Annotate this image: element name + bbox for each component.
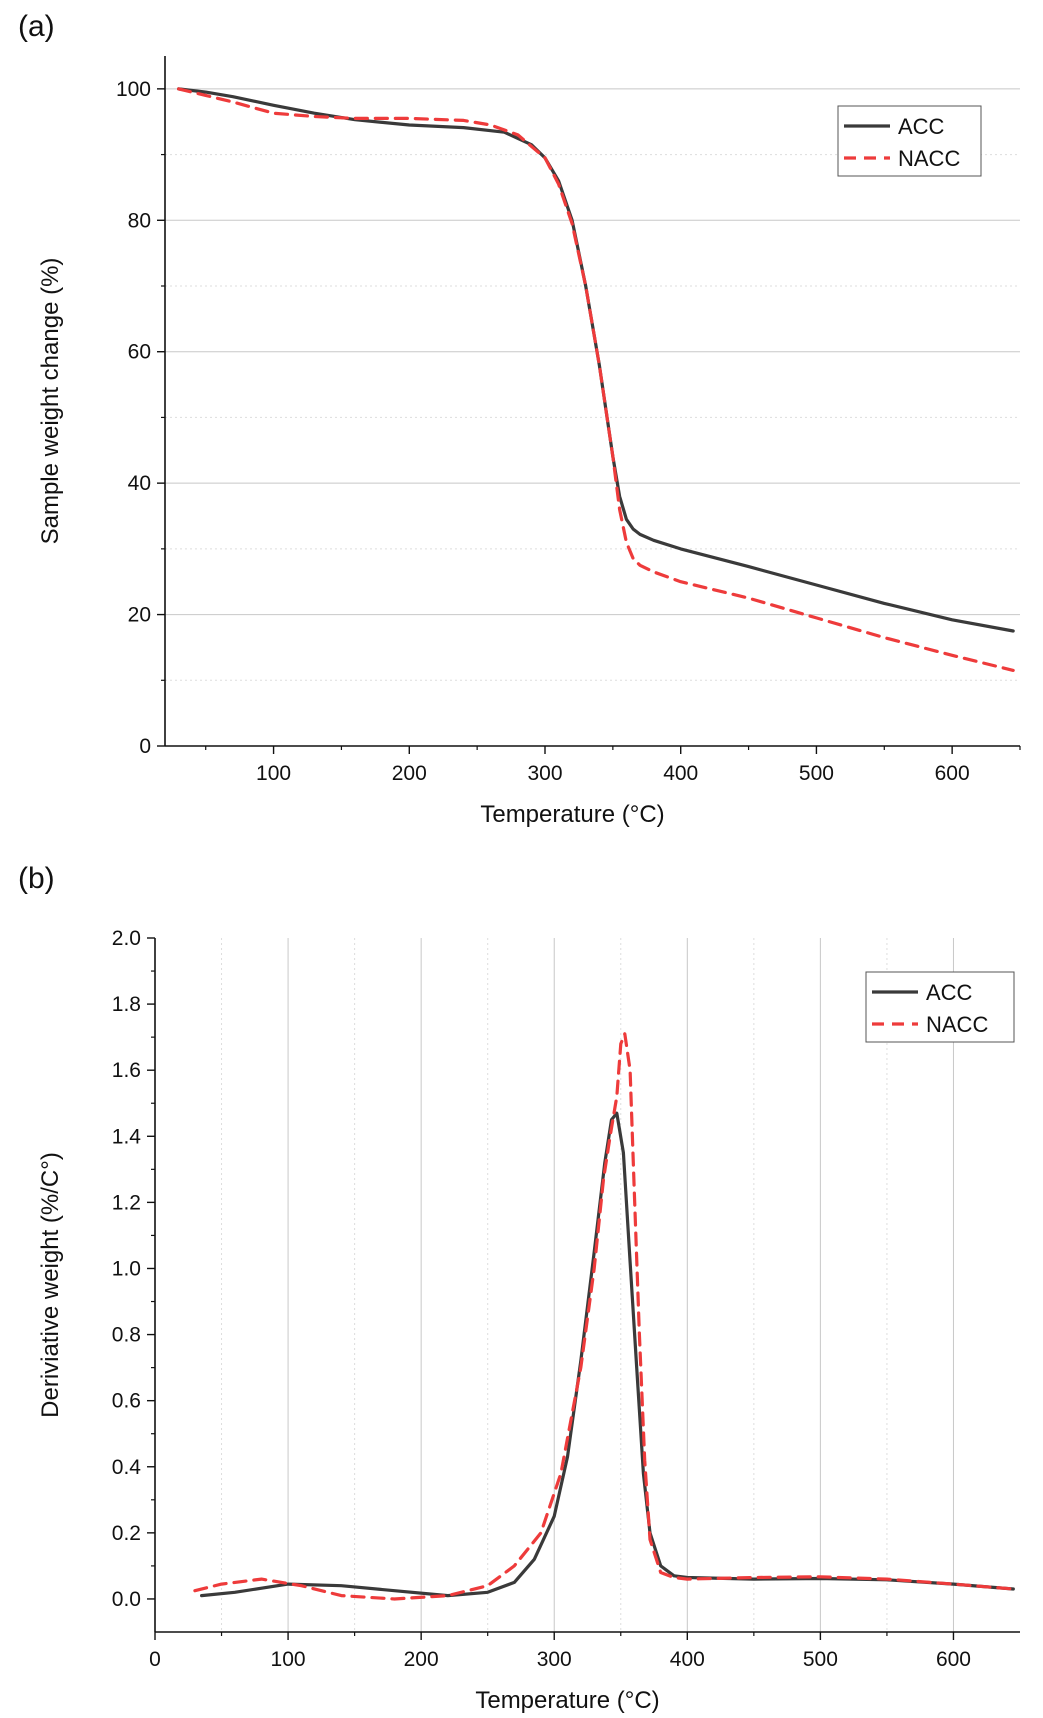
y-tick-label-b: 2.0 (112, 927, 141, 950)
legend-box-b (865, 971, 1015, 1043)
y-tick-label-b: 0.8 (112, 1324, 141, 1347)
y-tick-label-b: 1.0 (112, 1257, 141, 1280)
x-axis-title-b: Temperature (°C) (475, 1687, 659, 1714)
y-tick-label-b: 1.6 (112, 1059, 141, 1082)
y-tick-label-b: 1.2 (112, 1191, 141, 1214)
x-tick-label-b: 400 (670, 1648, 705, 1671)
legend-label-nacc-a: NACC (898, 146, 960, 171)
y-axis-title-a: Sample weight change (%) (37, 258, 64, 545)
y-tick-label-b: 0.4 (112, 1456, 142, 1479)
y-tick-label-b: 1.4 (112, 1125, 142, 1148)
series-line-acc-b (200, 1111, 1015, 1598)
x-tick-label-a: 600 (935, 762, 970, 785)
series-line-nacc-b (193, 1032, 1015, 1601)
legend-label-nacc-b: NACC (926, 1012, 988, 1037)
y-axis-title-b: Deriviative weight (%/C°) (37, 1152, 64, 1418)
y-tick-label-a: 40 (128, 472, 151, 495)
x-tick-label-a: 400 (663, 762, 698, 785)
x-tick-label-a: 500 (799, 762, 834, 785)
y-tick-label-b: 0.0 (112, 1588, 141, 1611)
x-tick-label-a: 100 (256, 762, 291, 785)
x-tick-label-b: 600 (936, 1648, 971, 1671)
y-tick-label-a: 100 (116, 78, 151, 101)
panel-label-b: (b) (18, 862, 55, 895)
legend-label-acc-b: ACC (926, 980, 973, 1005)
x-axis-title-a: Temperature (°C) (480, 801, 664, 828)
legend-label-acc-a: ACC (898, 114, 945, 139)
panel-label-a: (a) (18, 10, 55, 43)
x-tick-label-a: 300 (527, 762, 562, 785)
y-tick-label-a: 20 (128, 604, 151, 627)
x-tick-label-b: 100 (271, 1648, 306, 1671)
y-tick-label-b: 1.8 (112, 993, 141, 1016)
y-tick-label-b: 0.6 (112, 1390, 141, 1413)
series-line-nacc-a (177, 87, 1015, 673)
y-tick-label-a: 60 (128, 341, 151, 364)
x-tick-label-b: 0 (149, 1648, 161, 1671)
y-tick-label-a: 0 (139, 735, 151, 758)
x-tick-label-b: 500 (803, 1648, 838, 1671)
legend-box-a (837, 105, 982, 177)
y-tick-label-b: 0.2 (112, 1522, 141, 1545)
x-tick-label-b: 300 (537, 1648, 572, 1671)
y-tick-label-a: 80 (128, 209, 151, 232)
x-tick-label-a: 200 (392, 762, 427, 785)
x-tick-label-b: 200 (404, 1648, 439, 1671)
